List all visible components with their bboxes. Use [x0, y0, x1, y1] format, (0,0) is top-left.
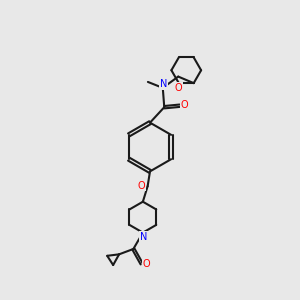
Text: N: N [160, 79, 167, 89]
Text: O: O [137, 181, 145, 191]
Text: N: N [140, 232, 147, 242]
Text: O: O [180, 100, 188, 110]
Text: O: O [143, 260, 151, 269]
Text: O: O [174, 83, 182, 93]
